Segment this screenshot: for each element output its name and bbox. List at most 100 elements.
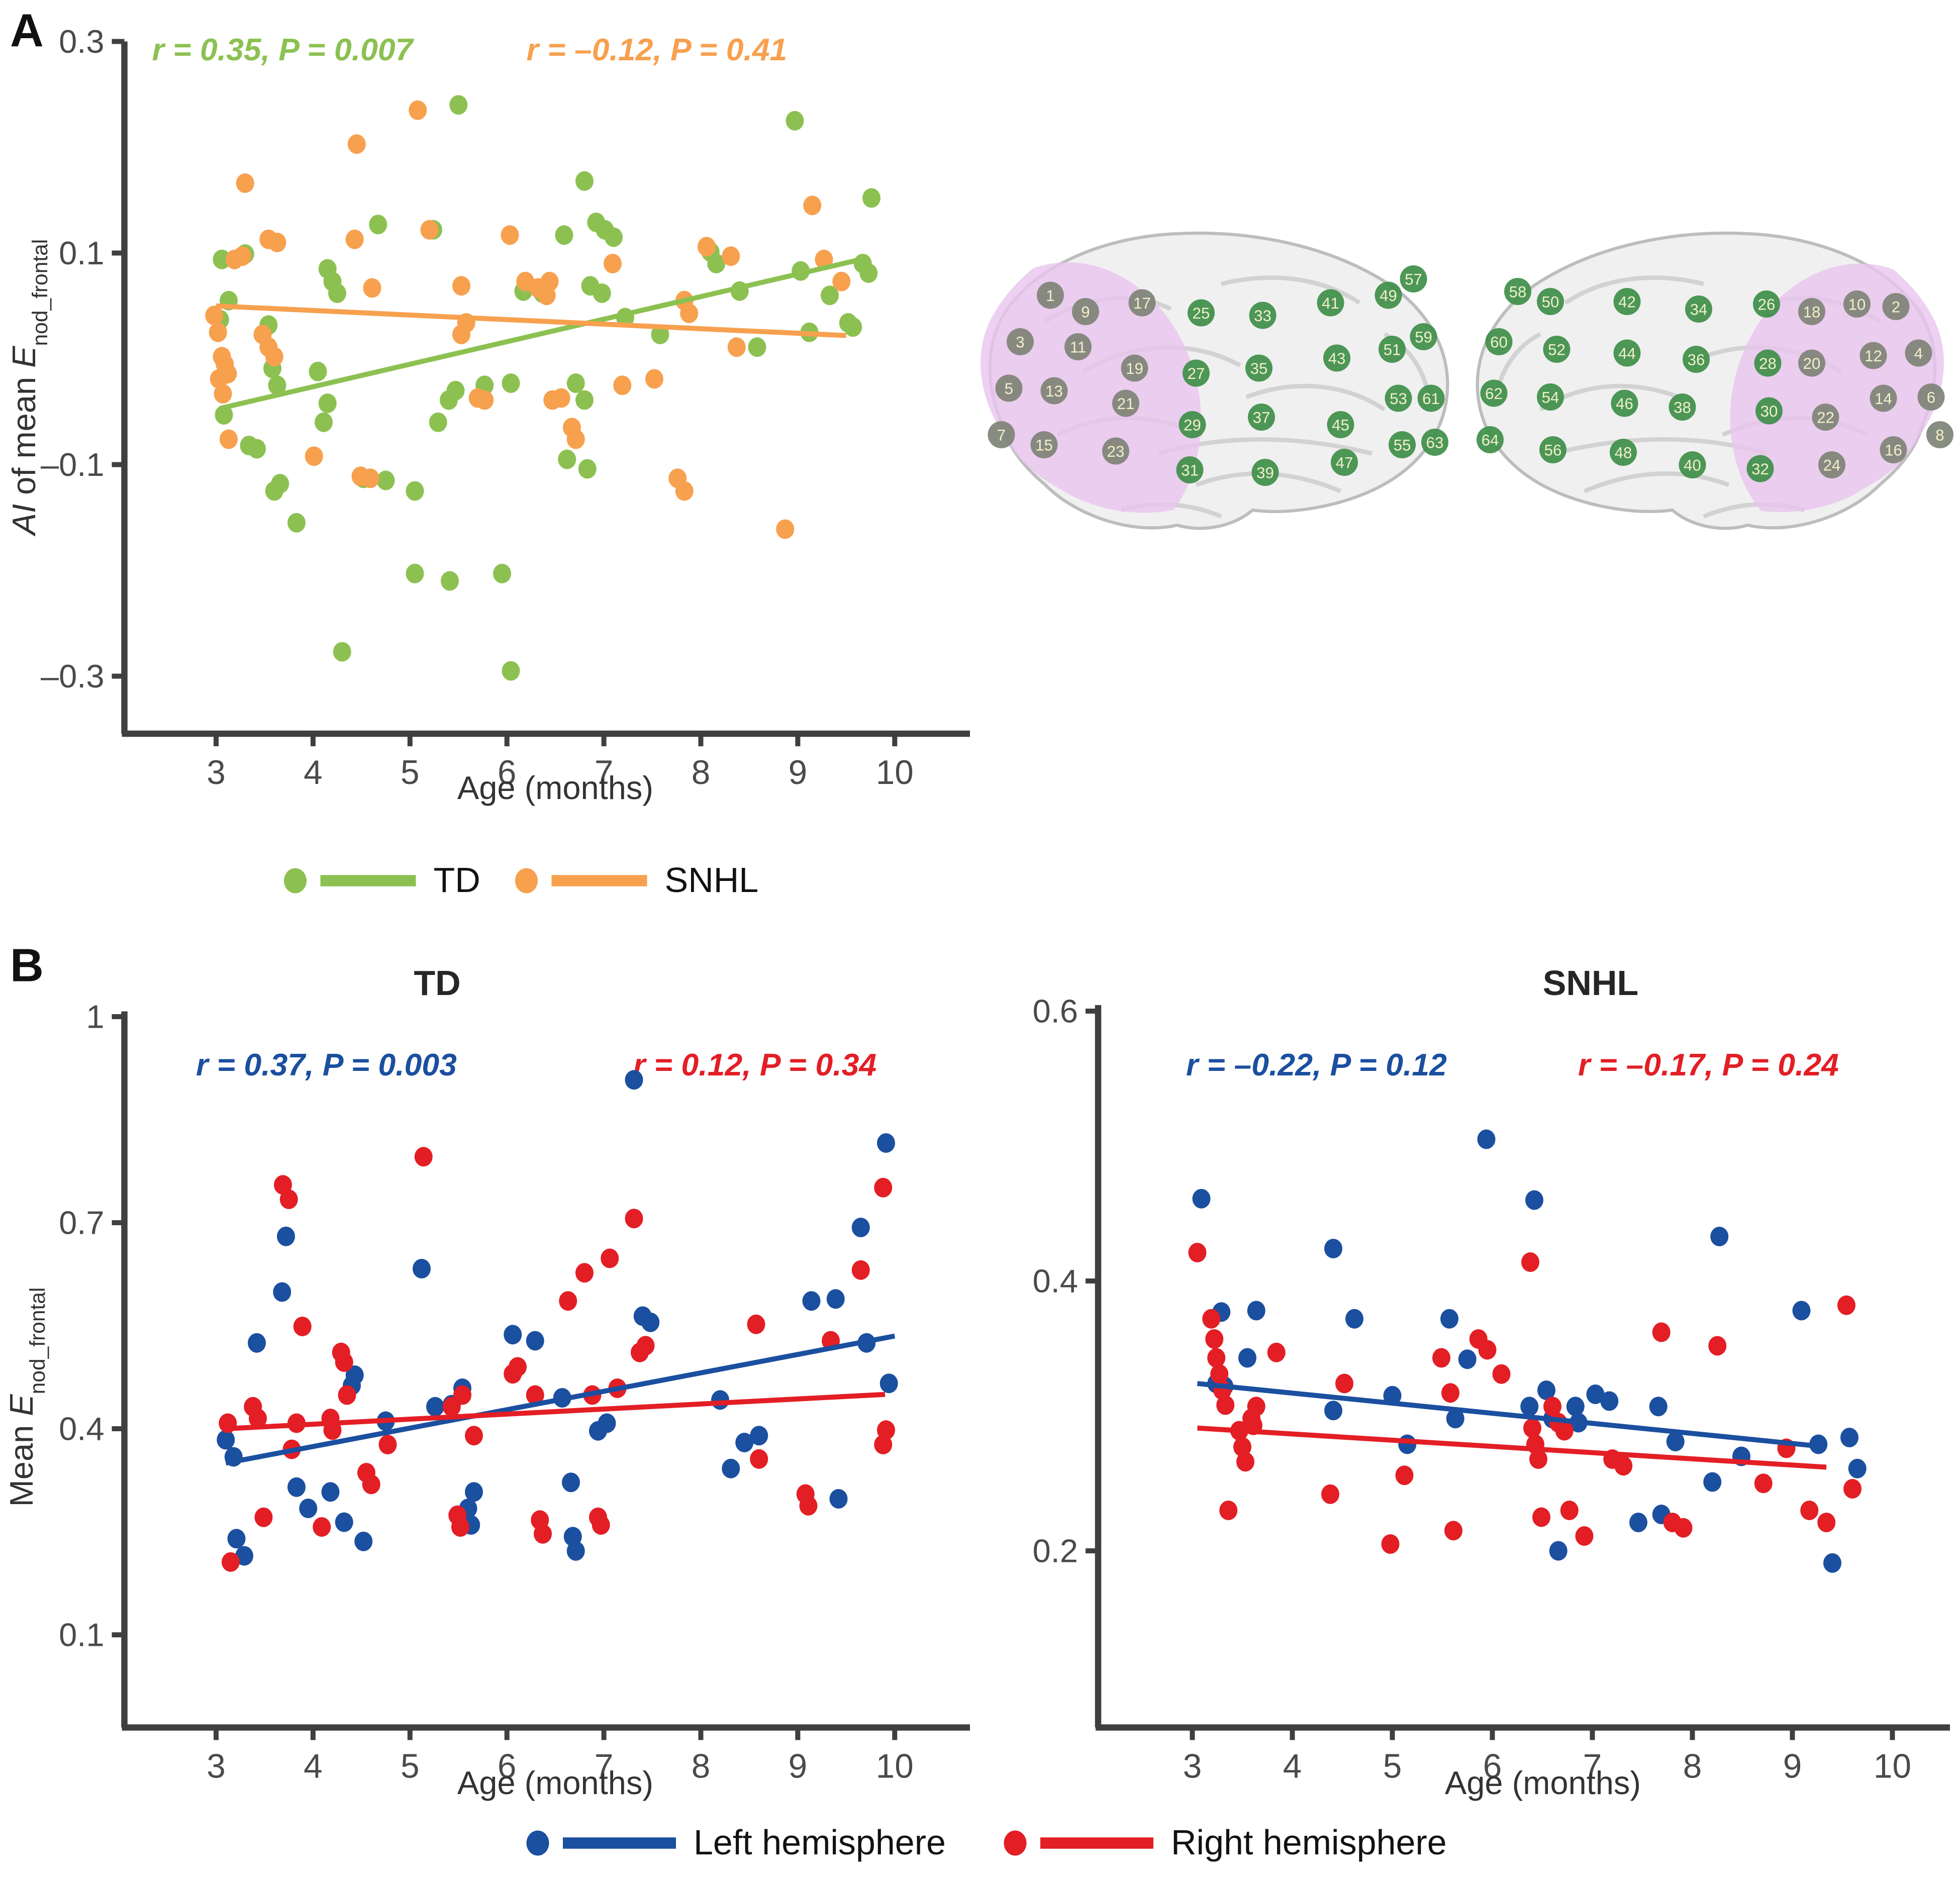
data-point-snhl bbox=[361, 468, 379, 488]
data-point-td bbox=[502, 661, 520, 681]
data-point-left-hemisphere bbox=[711, 1390, 729, 1410]
frontal-node bbox=[1812, 404, 1839, 431]
data-point-right-hemisphere bbox=[1529, 1449, 1547, 1469]
data-point-right-hemisphere bbox=[526, 1385, 544, 1405]
gyrus-line bbox=[1583, 471, 1730, 493]
data-point-snhl bbox=[220, 429, 238, 449]
brain-node-number: 46 bbox=[1616, 395, 1633, 413]
brain-node-number: 30 bbox=[1760, 403, 1778, 420]
data-point-right-hemisphere bbox=[1207, 1348, 1226, 1368]
trend-line-right-hemisphere bbox=[1197, 1425, 1827, 1470]
data-point-left-hemisphere bbox=[1345, 1309, 1363, 1329]
x-axis-title: Age (months) bbox=[457, 769, 653, 806]
data-point-left-hemisphere bbox=[1324, 1239, 1342, 1258]
channel-node bbox=[1421, 429, 1448, 456]
data-point-snhl bbox=[452, 325, 470, 345]
panel-a-scatter-chart: 3 4 5 6 7 8 9 10 0.3 0.1 –0.1 –0.3 Age (months) AI of… bbox=[0, 0, 1030, 936]
legend-line bbox=[1040, 1837, 1153, 1849]
data-point-left-hemisphere bbox=[829, 1489, 848, 1509]
channel-node bbox=[1179, 411, 1206, 438]
data-point-left-hemisphere bbox=[273, 1282, 291, 1302]
x-tick-label: 6 bbox=[498, 754, 517, 792]
data-point-snhl bbox=[675, 481, 694, 501]
y-tick-label: 0.1 bbox=[59, 1617, 104, 1653]
data-point-td bbox=[406, 563, 424, 583]
trend-line-right-hemisphere bbox=[226, 1392, 886, 1432]
brain-node-number: 51 bbox=[1384, 341, 1401, 358]
brain-node-number: 3 bbox=[1016, 333, 1024, 351]
data-point-td bbox=[265, 481, 283, 501]
brain-node-number: 48 bbox=[1615, 444, 1632, 461]
brain-node-number: 64 bbox=[1482, 431, 1499, 449]
brain-node-number: 16 bbox=[1885, 441, 1902, 459]
data-point-snhl bbox=[645, 369, 663, 389]
data-point-right-hemisphere bbox=[1521, 1252, 1539, 1272]
brain-node-number: 5 bbox=[1005, 380, 1013, 398]
gyrus-line bbox=[1245, 383, 1386, 412]
data-point-right-hemisphere bbox=[313, 1517, 331, 1537]
brain-node-number: 57 bbox=[1405, 270, 1422, 288]
data-point-td bbox=[859, 263, 878, 283]
data-point-left-hemisphere bbox=[877, 1133, 895, 1153]
data-point-left-hemisphere bbox=[299, 1499, 318, 1518]
x-tick-label: 5 bbox=[401, 1748, 420, 1786]
data-point-right-hemisphere bbox=[509, 1357, 527, 1377]
data-point-left-hemisphere bbox=[526, 1331, 544, 1351]
legend-marker bbox=[284, 868, 307, 894]
data-point-td bbox=[318, 393, 337, 414]
data-point-left-hemisphere bbox=[1525, 1190, 1543, 1210]
data-point-right-hemisphere bbox=[625, 1209, 643, 1229]
brain-node-number: 24 bbox=[1823, 456, 1841, 474]
data-point-left-hemisphere bbox=[1666, 1432, 1685, 1451]
data-point-left-hemisphere bbox=[1458, 1349, 1477, 1369]
channel-node bbox=[1754, 349, 1782, 377]
data-point-snhl bbox=[409, 100, 427, 120]
data-point-left-hemisphere bbox=[248, 1333, 266, 1353]
data-point-td bbox=[862, 188, 880, 208]
legendA-svg: TD SNHL bbox=[284, 860, 758, 900]
panel-b-label: B bbox=[10, 940, 44, 992]
brain-node-number: 11 bbox=[1070, 338, 1086, 356]
frontal-node bbox=[1880, 436, 1907, 463]
data-point-left-hemisphere bbox=[722, 1458, 740, 1478]
brain-node-number: 43 bbox=[1328, 350, 1346, 367]
data-point-left-hemisphere bbox=[287, 1477, 306, 1497]
data-point-right-hemisphere bbox=[851, 1260, 870, 1280]
legend-line bbox=[320, 875, 416, 886]
correlation-annotation: r = –0.22, P = 0.12 bbox=[1186, 1047, 1447, 1082]
brain-node-number: 26 bbox=[1758, 295, 1776, 313]
data-point-right-hemisphere bbox=[1492, 1364, 1511, 1384]
data-point-right-hemisphere bbox=[1321, 1484, 1339, 1504]
channel-node bbox=[1746, 455, 1774, 482]
data-point-left-hemisphere bbox=[1629, 1513, 1647, 1532]
data-point-right-hemisphere bbox=[575, 1263, 594, 1283]
x-tick-label: 3 bbox=[207, 1748, 226, 1786]
data-point-left-hemisphere bbox=[802, 1291, 821, 1311]
data-point-left-hemisphere bbox=[879, 1373, 898, 1394]
trend-line-td bbox=[223, 256, 866, 410]
brain-node-number: 4 bbox=[1914, 345, 1923, 362]
data-point-td bbox=[651, 325, 669, 345]
chartB2-svg: 3 4 5 6 7 8 9 10 0.6 0.4 0.2 Age (months) SNHL r = –0… bbox=[1033, 963, 1950, 1801]
data-point-snhl bbox=[776, 519, 795, 539]
brain-node-number: 60 bbox=[1490, 333, 1508, 351]
data-point-right-hemisphere bbox=[874, 1177, 893, 1198]
data-point-snhl bbox=[727, 337, 746, 357]
data-point-right-hemisphere bbox=[1219, 1501, 1238, 1520]
brain-node-number: 20 bbox=[1803, 355, 1821, 372]
brain-node-number: 39 bbox=[1256, 464, 1274, 481]
brainR-svg: 18 10 2 20 12 4 14 6 22 8 16 24 58 50 42 34 26 60 52 44 36 28… bbox=[1476, 231, 1960, 543]
frontal-node bbox=[1121, 354, 1148, 382]
channel-node bbox=[1539, 436, 1566, 463]
channel-node bbox=[1477, 426, 1504, 453]
data-point-right-hemisphere bbox=[1335, 1373, 1353, 1394]
data-point-td bbox=[213, 249, 231, 269]
frontal-node bbox=[1798, 349, 1825, 377]
channel-node bbox=[1417, 384, 1445, 412]
data-point-snhl bbox=[815, 249, 833, 269]
data-point-right-hemisphere bbox=[1754, 1473, 1773, 1494]
data-point-right-hemisphere bbox=[362, 1474, 380, 1495]
y-tick-label: 0.3 bbox=[59, 23, 104, 60]
x-tick-label: 10 bbox=[1874, 1748, 1911, 1786]
